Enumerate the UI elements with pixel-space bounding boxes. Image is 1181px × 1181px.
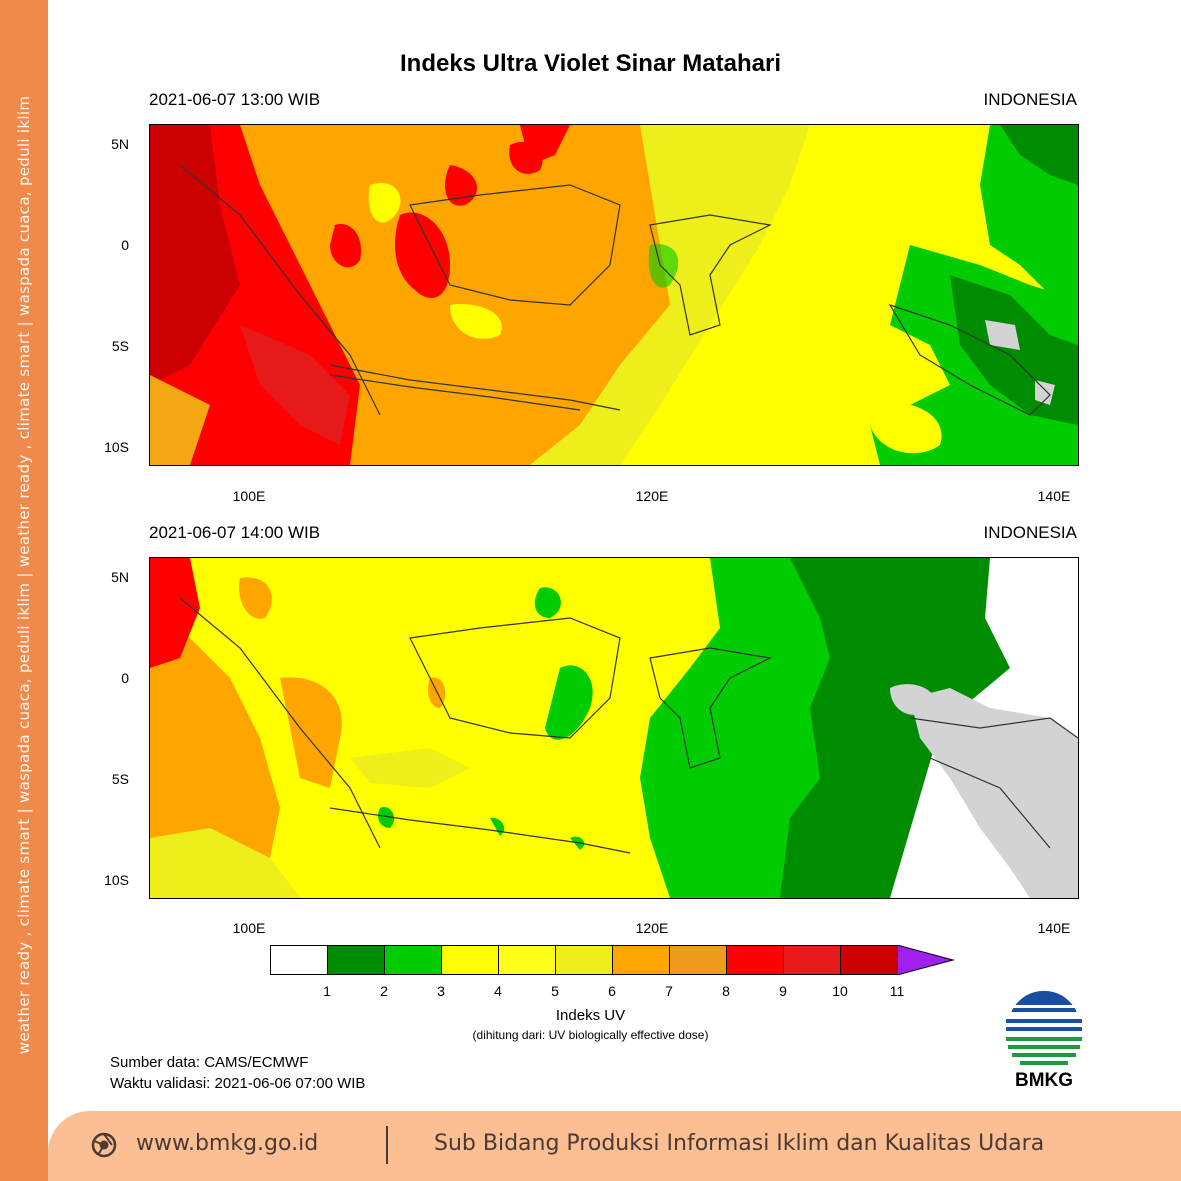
map-title: Indeks Ultra Violet Sinar Matahari (399, 50, 781, 77)
colorbar-tick-label: 6 (608, 983, 616, 999)
colorbar-title: Indeks UV (555, 1007, 626, 1024)
panel1-date: 2021-06-07 13:00 WIB (149, 90, 321, 109)
colorbar-overflow-arrow (897, 945, 955, 975)
footer-bar: www.bmkg.go.id Sub Bidang Produksi Infor… (48, 1111, 1181, 1181)
colorbar-tick-label: 5 (551, 983, 559, 999)
colorbar-tick-label: 4 (494, 983, 502, 999)
colorbar-box (840, 945, 898, 975)
colorbar-box (783, 945, 841, 975)
data-source: Sumber data: CAMS/ECMWF (110, 1054, 309, 1071)
colorbar-box (270, 945, 328, 975)
sidebar-band: weather ready , climate smart | waspada … (0, 0, 48, 1181)
colorbar-box (327, 945, 385, 975)
uv-map-1400 (149, 557, 1079, 899)
panel1-lon-label: 120E (635, 488, 669, 504)
colorbar-box (555, 945, 613, 975)
panel1-region: INDONESIA (983, 90, 1077, 109)
colorbar-tick-label: 7 (665, 983, 673, 999)
colorbar-tick-label: 3 (437, 983, 445, 999)
panel2-lat-label: 5S (111, 771, 129, 787)
colorbar-subtitle: (dihitung dari: UV biologically effectiv… (472, 1028, 709, 1042)
colorbar-box (498, 945, 556, 975)
unit-name: Sub Bidang Produksi Informasi Iklim dan … (434, 1131, 1045, 1156)
website-link[interactable]: www.bmkg.go.id (136, 1131, 319, 1156)
colorbar-box (384, 945, 442, 975)
panel2-lon-label: 120E (635, 920, 669, 936)
panel2-lat-label: 5N (111, 569, 129, 585)
colorbar-tick-label: 11 (889, 983, 905, 999)
panel1-lat-label: 0 (121, 237, 129, 253)
panel2-lat-label: 0 (121, 670, 129, 686)
uv-map-1300 (149, 124, 1079, 466)
colorbar-tick-label: 1 (323, 983, 331, 999)
panel1-lat-label: 5N (111, 136, 129, 152)
colorbar-tick-label: 8 (722, 983, 730, 999)
panel2-date: 2021-06-07 14:00 WIB (149, 523, 321, 542)
panel1-lat-label: 10S (104, 439, 129, 455)
panel2-lon-label: 140E (1037, 920, 1071, 936)
colorbar-tick-label: 10 (832, 983, 848, 999)
panel1-lon-label: 140E (1037, 488, 1071, 504)
colorbar-box (726, 945, 784, 975)
colorbar-tick-label: 2 (380, 983, 388, 999)
colorbar-box (612, 945, 670, 975)
panel1-lon-label: 100E (232, 488, 266, 504)
panel2-lon-label: 100E (232, 920, 266, 936)
panel2-lat-label: 10S (104, 872, 129, 888)
colorbar-box (441, 945, 499, 975)
panel2-region: INDONESIA (983, 523, 1077, 542)
sidebar-slogan: weather ready , climate smart | waspada … (15, 95, 33, 1055)
validity-time: Waktu validasi: 2021-06-06 07:00 WIB (110, 1075, 366, 1092)
bmkg-logo (1002, 987, 1086, 1071)
colorbar-box (669, 945, 727, 975)
bmkg-logo-text: BMKG (1014, 1070, 1074, 1091)
footer-divider (386, 1126, 388, 1164)
panel1-lat-label: 5S (111, 338, 129, 354)
globe-icon (91, 1132, 117, 1158)
colorbar-tick-label: 9 (779, 983, 787, 999)
